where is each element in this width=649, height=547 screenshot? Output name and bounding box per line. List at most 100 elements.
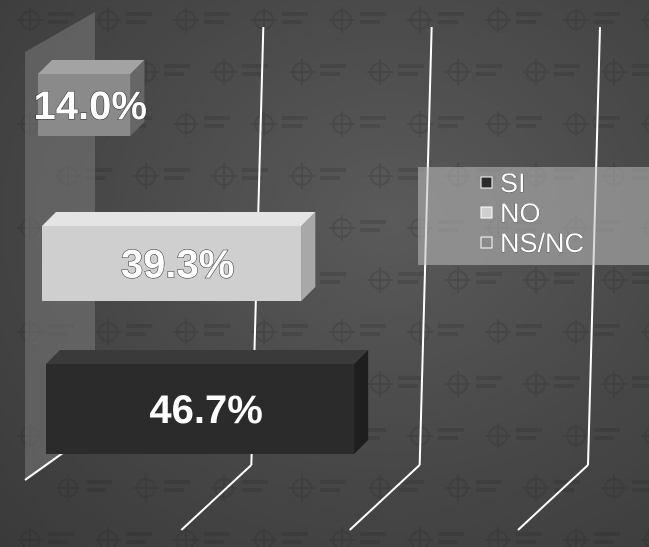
legend-label-nsnc: NS/NC (500, 228, 584, 258)
legend-swatch-nsnc (480, 236, 493, 249)
background-mark-bar (594, 532, 620, 536)
background-mark-bar (554, 64, 580, 68)
background-mark-bar (320, 64, 346, 68)
background-mark-ring (410, 10, 430, 30)
bar-value-label-nsnc: 14.0% (33, 84, 146, 128)
background-mark-ring (370, 478, 390, 498)
background-mark-bar (282, 332, 302, 336)
background-mark-bar (398, 272, 424, 276)
background-mark-bar (320, 280, 340, 284)
background-mark-bar (282, 124, 302, 128)
background-mark-ring (98, 10, 118, 30)
background-mark (407, 527, 464, 547)
background-mark-bar (204, 124, 224, 128)
background-mark-bar (516, 20, 536, 24)
bar-labels-group: 14.0% 39.3% 46.7% (33, 84, 263, 433)
background-mark-bar (632, 376, 649, 380)
bar-value-label-si: 46.7% (149, 388, 262, 432)
background-mark-bar (126, 332, 146, 336)
background-mark (641, 115, 649, 133)
background-mark-bar (516, 324, 542, 328)
background-mark (407, 423, 464, 449)
background-mark-ring (488, 10, 508, 30)
background-mark-ring (410, 530, 430, 547)
background-mark-bar (126, 532, 152, 536)
background-mark-bar (242, 488, 262, 492)
background-mark-ring (332, 114, 352, 134)
background-mark-bar (516, 436, 536, 440)
background-mark-bar (282, 20, 302, 24)
background-mark-bar (282, 116, 308, 120)
background-mark-bar (126, 324, 152, 328)
background-mark-ring (488, 322, 508, 342)
background-mark (445, 371, 502, 397)
bar-top-face (42, 212, 316, 226)
background-mark (329, 215, 386, 241)
background-mark-ring (176, 322, 196, 342)
background-mark-ring (448, 62, 468, 82)
background-mark-ring (58, 478, 78, 498)
background-mark (211, 475, 268, 501)
background-mark-bar (204, 116, 230, 120)
background-mark-bar (554, 376, 580, 380)
background-mark-bar (438, 116, 464, 120)
bar-end-face (301, 212, 316, 301)
background-mark-bar (164, 176, 184, 180)
background-mark-bar (320, 176, 340, 180)
background-mark (485, 527, 542, 547)
background-mark (17, 7, 74, 33)
background-mark-ring (488, 114, 508, 134)
background-mark-bar (594, 116, 620, 120)
background-mark-ring (644, 531, 649, 547)
gridline-floor (348, 464, 421, 531)
background-mark (329, 319, 386, 345)
background-mark-bar (594, 324, 620, 328)
background-mark-ring (526, 270, 546, 290)
background-mark-bar (476, 384, 496, 388)
background-mark-bar (282, 12, 308, 16)
background-mark-ring (370, 166, 390, 186)
background-mark-bar (360, 12, 386, 16)
background-mark-ring (526, 478, 546, 498)
background-mark-bar (632, 64, 649, 68)
bar-top-face (38, 60, 145, 74)
background-mark-bar (438, 124, 458, 128)
background-mark-ring (644, 323, 649, 341)
background-mark-ring (332, 322, 352, 342)
background-mark-bar (476, 480, 502, 484)
background-mark-ring (20, 530, 40, 547)
background-mark-ring (176, 10, 196, 30)
background-mark-bar (126, 20, 146, 24)
background-mark-bar (476, 272, 502, 276)
bar-end-face (354, 350, 369, 454)
background-mark-ring (98, 322, 118, 342)
background-mark-bar (438, 532, 464, 536)
background-mark-bar (398, 168, 424, 172)
background-mark-ring (370, 374, 390, 394)
background-mark-bar (476, 280, 496, 284)
background-mark-ring (604, 270, 624, 290)
background-mark-ring (644, 11, 649, 29)
background-mark (445, 475, 502, 501)
background-mark-ring (254, 114, 274, 134)
background-mark (251, 319, 308, 345)
background-mark-ring (254, 530, 274, 547)
background-mark-bar (554, 488, 574, 492)
background-mark-bar (516, 532, 542, 536)
background-mark-bar (204, 532, 230, 536)
background-mark (641, 11, 649, 29)
background-mark-bar (320, 168, 346, 172)
background-mark (407, 7, 464, 33)
bar-si (46, 350, 369, 454)
background-mark-bar (398, 376, 424, 380)
background-mark (251, 111, 308, 137)
background-mark-ring (292, 166, 312, 186)
background-mark-bar (282, 532, 308, 536)
background-mark-bar (632, 280, 649, 284)
legend-swatch-no (480, 206, 493, 219)
background-mark-bar (48, 12, 74, 16)
background-mark (251, 527, 308, 547)
background-mark (211, 163, 268, 189)
background-mark-ring (566, 10, 586, 30)
